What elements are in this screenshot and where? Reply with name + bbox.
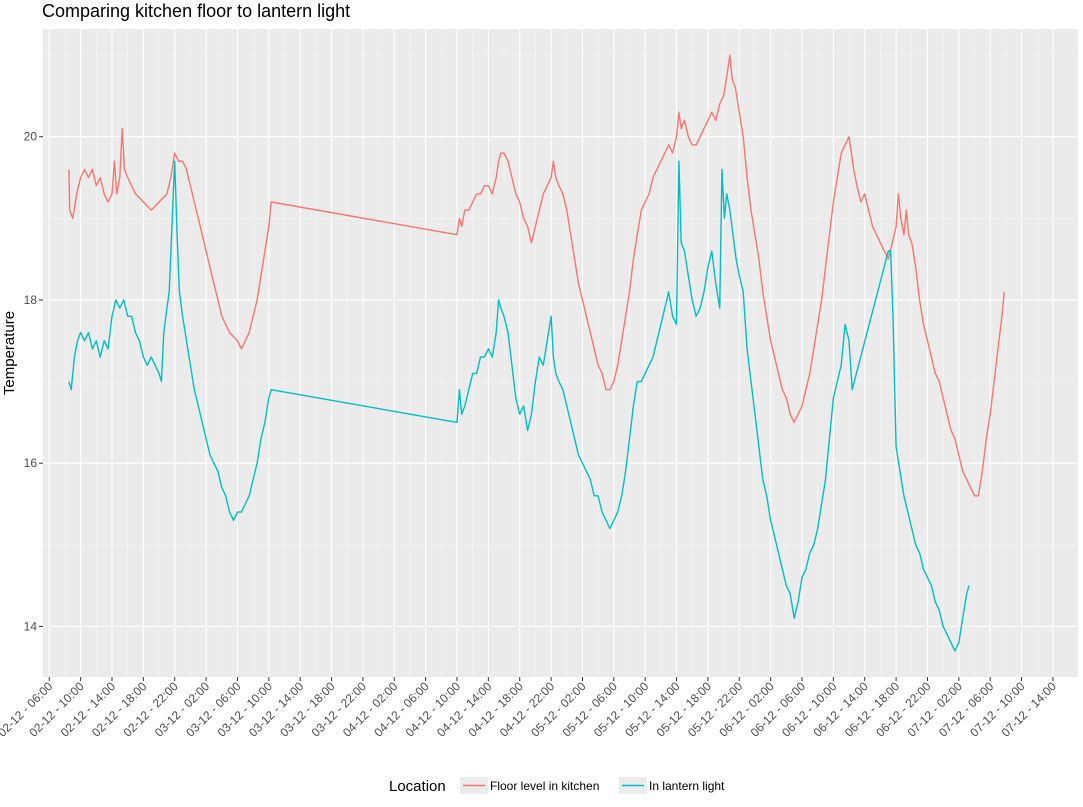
y-tick-label: 20 [24, 130, 38, 144]
legend-label-1: Floor level in kitchen [490, 779, 599, 793]
major-gridlines [43, 29, 1078, 677]
legend-title: Location [389, 778, 446, 795]
y-axis-ticks: 14 16 18 20 [24, 130, 43, 633]
y-axis-title: Temperature [1, 311, 18, 395]
series-lines [68, 54, 1005, 652]
series-line-2 [68, 160, 970, 652]
plot-panel [43, 29, 1078, 677]
legend-label-2: In lantern light [649, 779, 725, 793]
chart-title: Comparing kitchen floor to lantern light [42, 1, 351, 21]
legend: Location Floor level in kitchen In lanter… [389, 777, 725, 795]
y-tick-label: 18 [24, 293, 38, 307]
y-tick-label: 14 [24, 619, 38, 633]
series-line-1 [68, 54, 1005, 497]
y-tick-label: 16 [24, 456, 38, 470]
